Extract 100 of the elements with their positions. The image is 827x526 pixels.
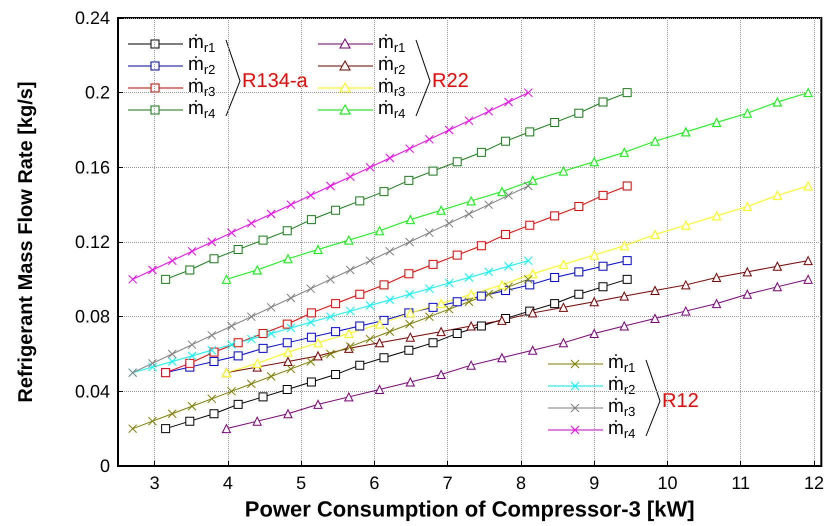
point: [227, 228, 236, 238]
point: [772, 98, 782, 106]
point: [476, 322, 486, 330]
x-tick-label: 7: [442, 473, 453, 493]
point: [574, 202, 584, 212]
point: [524, 88, 533, 98]
point: [385, 295, 394, 304]
point: [424, 284, 434, 294]
point: [282, 384, 292, 394]
point: [598, 262, 608, 271]
point: [266, 302, 276, 312]
point: [452, 157, 462, 166]
point: [185, 416, 194, 426]
point: [622, 182, 632, 190]
point: [464, 272, 474, 282]
x-tick-label: 12: [804, 473, 824, 493]
point: [550, 299, 560, 308]
point: [598, 190, 608, 200]
point: [550, 272, 560, 282]
point: [428, 166, 438, 176]
point: [148, 358, 157, 368]
point: [772, 282, 782, 292]
point: [444, 218, 454, 228]
point: [286, 294, 296, 302]
point: [283, 356, 292, 366]
point: [444, 304, 454, 314]
point: [574, 267, 584, 276]
point: [187, 246, 196, 256]
point: [234, 351, 243, 360]
point: [148, 266, 157, 274]
point: [128, 424, 138, 434]
point: [428, 260, 438, 269]
point: [681, 306, 690, 316]
point: [424, 228, 434, 238]
point: [772, 262, 782, 271]
point: [444, 126, 454, 134]
point: [524, 256, 533, 266]
point: [590, 297, 599, 306]
point: [528, 308, 538, 318]
annotation: R12: [662, 390, 699, 412]
point: [405, 238, 414, 246]
point: [504, 282, 513, 292]
point: [497, 353, 506, 362]
point: [258, 392, 268, 402]
point: [379, 280, 388, 290]
point: [355, 322, 364, 330]
point: [622, 274, 632, 284]
point: [504, 262, 513, 271]
x-tick-label: 8: [516, 473, 526, 493]
point: [452, 297, 462, 306]
point: [366, 334, 375, 344]
point: [168, 409, 177, 418]
point: [484, 290, 494, 299]
point: [283, 409, 292, 418]
point: [306, 284, 316, 294]
point: [346, 172, 355, 182]
point: [550, 118, 560, 128]
point: [712, 272, 722, 282]
point: [385, 154, 394, 162]
x-tick-label: 11: [731, 473, 750, 493]
point: [476, 292, 486, 301]
point: [558, 338, 568, 348]
point: [366, 256, 375, 266]
point: [314, 244, 323, 254]
point: [207, 394, 216, 404]
x-tick-label: 9: [589, 473, 600, 493]
point: [375, 338, 384, 348]
point: [804, 88, 813, 98]
x-tick-label: 6: [369, 473, 380, 493]
point: [476, 241, 486, 250]
point: [283, 254, 292, 264]
annotation: R134-a: [242, 70, 308, 92]
point: [355, 360, 364, 370]
point: [484, 200, 494, 210]
point: [379, 316, 388, 325]
point: [366, 162, 375, 172]
point: [209, 254, 218, 264]
y-tick-label: 0.2: [84, 82, 110, 103]
point: [375, 226, 384, 236]
point: [227, 322, 236, 330]
point: [355, 196, 364, 206]
point: [331, 206, 340, 215]
point: [525, 280, 534, 290]
y-tick-label: 0.04: [74, 381, 110, 402]
point: [227, 340, 236, 350]
point: [712, 211, 722, 220]
point: [650, 230, 660, 240]
point: [574, 290, 584, 299]
point: [355, 290, 364, 299]
point: [258, 328, 268, 338]
point: [525, 127, 534, 136]
point: [464, 297, 474, 306]
point: [504, 190, 513, 200]
point: [168, 256, 177, 266]
point: [497, 187, 506, 196]
point: [187, 340, 196, 350]
point: [406, 332, 415, 342]
point: [161, 274, 170, 284]
point: [528, 176, 538, 185]
point: [528, 346, 538, 355]
